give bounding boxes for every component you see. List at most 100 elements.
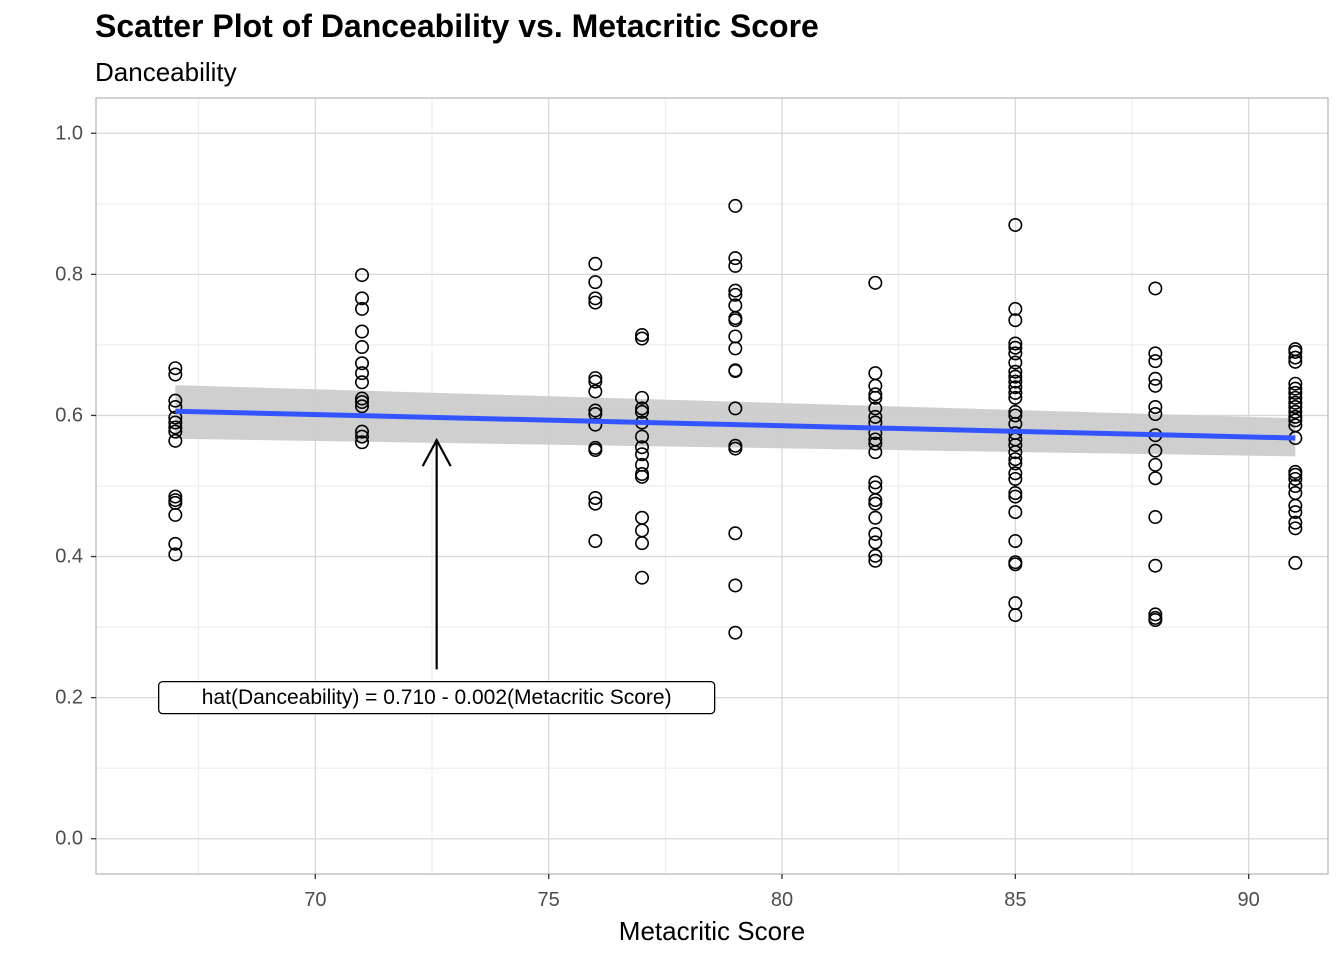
confidence-band [175,385,1296,457]
data-point [1288,350,1303,365]
x-tick-label: 75 [538,889,560,911]
data-point [1008,364,1023,379]
data-point [168,507,183,522]
data-point [634,429,649,444]
data-point [868,475,883,490]
data-point [1008,471,1023,486]
data-point [588,295,603,310]
data-point [1148,607,1163,622]
data-point [588,384,603,399]
data-point [1148,371,1163,386]
data-point [168,393,183,408]
data-point [1148,378,1163,393]
data-point [168,361,183,376]
data-point [1148,354,1163,369]
data-point [1148,558,1163,573]
x-tick-label: 90 [1238,889,1260,911]
data-point [1008,445,1023,460]
data-point [1008,438,1023,453]
y-tick-label: 0.8 [55,263,83,285]
data-point [1008,336,1023,351]
data-point [868,366,883,381]
data-point [634,328,649,343]
data-point [868,387,883,402]
data-point [1008,608,1023,623]
data-point [868,409,883,424]
data-point [588,371,603,386]
data-point [868,496,883,511]
annotation-layer: hat(Danceability) = 0.710 - 0.002(Metacr… [158,437,716,715]
data-point [1008,346,1023,361]
data-point [1288,354,1303,369]
data-point [1148,443,1163,458]
data-point [1288,390,1303,405]
data-point [868,445,883,460]
data-point [868,510,883,525]
data-point [634,467,649,482]
data-point [1288,385,1303,400]
chart-subtitle: Danceability [95,57,237,87]
data-point [1288,404,1303,419]
data-point [354,375,369,390]
data-point [1288,399,1303,414]
chart-title: Scatter Plot of Danceability vs. Metacri… [95,8,819,44]
data-point [728,364,743,379]
data-point [1008,452,1023,467]
data-point [634,447,649,462]
data-point [868,535,883,550]
y-tick-label: 1.0 [55,122,83,144]
data-point [588,291,603,306]
data-point [588,443,603,458]
data-point [1008,557,1023,572]
x-tick-label: 80 [771,889,793,911]
data-point [728,313,743,328]
data-point [1008,217,1023,232]
data-point [1288,498,1303,513]
data-point [634,404,649,419]
data-point [168,424,183,439]
data-point [1288,376,1303,391]
data-point [1008,466,1023,481]
data-point [1288,471,1303,486]
data-point [728,251,743,266]
data-point [634,570,649,585]
data-point [1288,464,1303,479]
data-point [728,526,743,541]
y-tick-label: 0.2 [55,687,83,709]
data-point [634,523,649,538]
data-point [728,198,743,213]
data-point [354,356,369,371]
data-point [1288,555,1303,570]
data-point [1288,505,1303,520]
y-tick-label: 0.0 [55,828,83,850]
data-point [868,526,883,541]
data-point [1288,344,1303,359]
data-point [728,258,743,273]
data-point [354,291,369,306]
data-point [588,275,603,290]
data-point [1288,395,1303,410]
data-point [168,420,183,435]
data-point [1148,407,1163,422]
panel-border [95,97,1329,875]
data-point [354,301,369,316]
data-point [1008,456,1023,471]
data-point [1288,413,1303,428]
grid-lines [96,98,1328,874]
confidence-band-layer [175,385,1296,457]
data-point [868,275,883,290]
data-point [634,331,649,346]
data-point [1008,408,1023,423]
data-point [868,390,883,405]
data-point [168,433,183,448]
data-point [868,553,883,568]
data-point [354,399,369,414]
data-point [1148,457,1163,472]
x-tick-label: 70 [304,889,326,911]
data-point [354,435,369,450]
data-point [1008,385,1023,400]
y-tick-label: 0.6 [55,404,83,426]
data-point [1148,613,1163,628]
annotation-arrowhead [421,437,452,467]
